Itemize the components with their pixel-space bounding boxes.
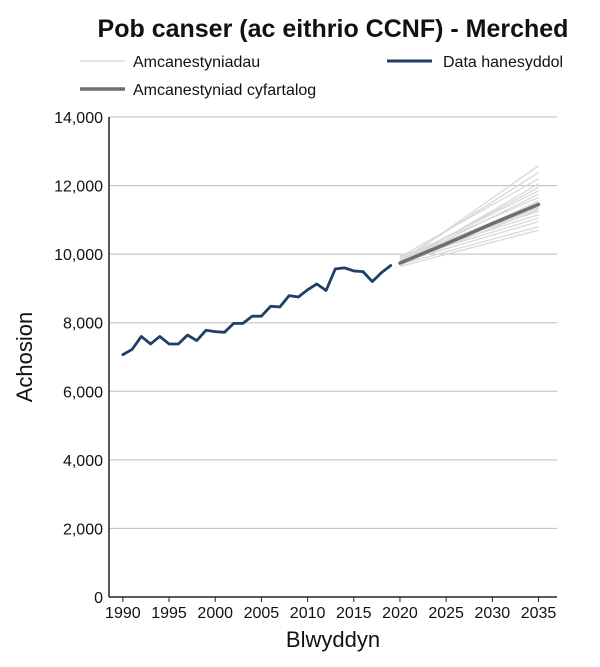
x-tick-label-2015: 2015 [336,605,372,622]
y-tick-label-0: 0 [94,590,103,607]
projection-line-13 [399,196,539,259]
legend-label-historical: Data hanesyddol [443,54,563,71]
y-tick-label-10000: 10,000 [54,247,103,264]
x-tick-label-1995: 1995 [151,605,187,622]
average-projection-line [398,202,541,265]
x-tick-labels: 1990 1995 2000 2005 2010 2015 2020 2025 2030 2035 [105,605,556,622]
projection-lines [399,165,539,268]
x-tick-label-2020: 2020 [382,605,418,622]
x-tick-label-2035: 2035 [521,605,557,622]
chart-title: Pob canser (ac eithrio CCNF) - Merched [98,15,569,43]
projection-line-1 [399,229,539,268]
axes [108,117,557,602]
y-tick-label-6000: 6,000 [63,384,103,401]
y-tick-label-14000: 14,000 [54,110,103,127]
x-tick-label-2010: 2010 [290,605,326,622]
projection-line-2 [399,226,539,266]
y-tick-labels: 0 2,000 4,000 6,000 8,000 10,000 12,000 14,000 [54,110,103,607]
x-axis-label: Blwyddyn [286,627,380,652]
x-tick-label-2025: 2025 [428,605,464,622]
x-tick-label-2000: 2000 [197,605,233,622]
projection-line-18 [399,178,539,258]
y-tick-label-2000: 2,000 [63,521,103,538]
x-tick-label-2005: 2005 [244,605,280,622]
legend-label-projections: Amcanestyniadau [133,54,260,71]
y-tick-label-4000: 4,000 [63,453,103,470]
y-axis-label: Achosion [12,312,37,403]
y-tick-label-12000: 12,000 [54,179,103,196]
series-lines [121,202,541,357]
x-tick-label-1990: 1990 [105,605,141,622]
y-tick-label-8000: 8,000 [63,316,103,333]
gridlines [109,116,557,529]
projection-line-20 [399,165,539,264]
projection-line-17 [399,183,539,265]
legend: Amcanestyniadau Data hanesyddol Amcanest… [80,54,563,99]
historical-data-line [121,264,393,357]
legend-label-average: Amcanestyniad cyfartalog [133,82,316,99]
x-tick-label-2030: 2030 [475,605,511,622]
